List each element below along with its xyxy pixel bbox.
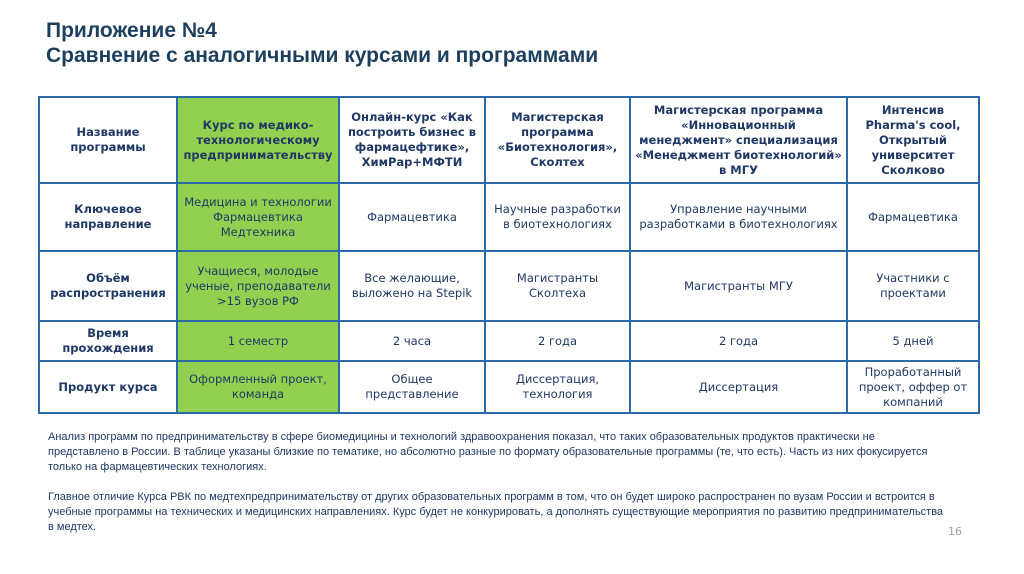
table-cell: 2 года	[629, 320, 848, 362]
table-cell: Фармацевтика	[338, 182, 486, 252]
table-row: Название программы Курс по медико-техноло…	[38, 96, 980, 184]
table-cell: Онлайн-курс «Как построить бизнес в фарм…	[338, 96, 486, 184]
table-cell: Управление научными разработками в биоте…	[629, 182, 848, 252]
note-paragraph: Анализ программ по предпринимательству в…	[48, 431, 928, 473]
table-cell: Курс по медико-технологическому предприн…	[176, 96, 340, 184]
row-label: Название программы	[38, 96, 178, 184]
table-cell: Общее представление	[338, 360, 486, 414]
table-cell: Участники с проектами	[846, 250, 980, 322]
row-label: Объём распространения	[38, 250, 178, 322]
table-cell: Медицина и технологии Фармацевтика Медте…	[176, 182, 340, 252]
notes: Анализ программ по предпринимательству в…	[48, 430, 948, 550]
row-label: Продукт курса	[38, 360, 178, 414]
table-cell: Диссертация	[629, 360, 848, 414]
title-line-1: Приложение №4	[46, 19, 217, 42]
table-cell: Учащиеся, молодые ученые, преподаватели …	[176, 250, 340, 322]
table-cell: Проработанный проект, оффер от компаний	[846, 360, 980, 414]
table-cell: Магистранты Сколтеха	[484, 250, 631, 322]
table-cell: Диссертация, технология	[484, 360, 631, 414]
table-row: Время прохождения 1 семестр 2 часа 2 года 2 …	[38, 320, 980, 362]
title-line-2: Сравнение с аналогичными курсами и прогр…	[46, 44, 599, 67]
table-cell: Магистерская программа «Инновационный ме…	[629, 96, 848, 184]
note-paragraph: Главное отличие Курса РВК по медтехпредп…	[48, 491, 944, 533]
row-label: Время прохождения	[38, 320, 178, 362]
row-label: Ключевое направление	[38, 182, 178, 252]
table-cell: Магистранты МГУ	[629, 250, 848, 322]
table-cell: Оформленный проект, команда	[176, 360, 340, 414]
slide-title: Приложение №4 Сравнение с аналогичными к…	[46, 18, 598, 68]
table-cell: Фармацевтика	[846, 182, 980, 252]
table-cell: 1 семестр	[176, 320, 340, 362]
table-row: Продукт курса Оформленный проект, команда…	[38, 360, 980, 414]
table-cell: Магистерская программа «Биотехнология», …	[484, 96, 631, 184]
table-cell: Научные разработки в биотехнологиях	[484, 182, 631, 252]
table-row: Объём распространения Учащиеся, молодые у…	[38, 250, 980, 322]
table-row: Ключевое направление Медицина и технологи…	[38, 182, 980, 252]
page-number: 16	[948, 525, 962, 538]
table-cell: 5 дней	[846, 320, 980, 362]
table-cell: Все желающие, выложено на Stepik	[338, 250, 486, 322]
table-cell: Интенсив Pharma's cool, Открытый универс…	[846, 96, 980, 184]
comparison-table: Название программы Курс по медико-техноло…	[38, 96, 980, 414]
table-cell: 2 часа	[338, 320, 486, 362]
table-cell: 2 года	[484, 320, 631, 362]
